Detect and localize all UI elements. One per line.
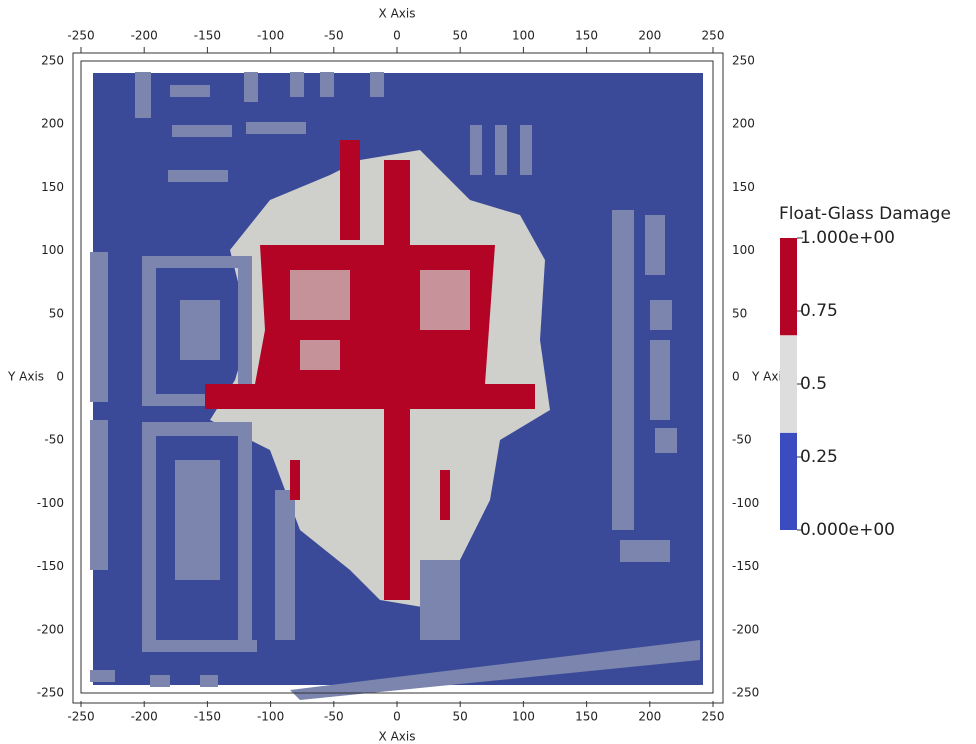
x-axis-label: X Axis: [379, 7, 416, 21]
y-tick-label: -150: [37, 559, 64, 573]
x-tick-label: -50: [324, 29, 344, 43]
colorbar-tick-label: 0.25: [800, 447, 838, 467]
x-tick-label: 50: [453, 29, 468, 43]
x-tick-label: -200: [131, 29, 158, 43]
x-tick-label: 150: [575, 29, 598, 43]
colorbar-tick-label: 1.000e+00: [800, 228, 895, 248]
y-tick-label: 100: [41, 243, 64, 257]
x-tick-label: -50: [324, 710, 344, 724]
colorbar-band: [780, 238, 797, 335]
x-tick-label: 100: [512, 29, 535, 43]
colorbar-band: [780, 335, 797, 433]
x-tick-label: 0: [393, 29, 401, 43]
y-tick-label: 0: [732, 370, 740, 384]
x-tick-label: 250: [702, 29, 725, 43]
y-tick-label: -150: [732, 559, 759, 573]
x-tick-label: 250: [702, 710, 725, 724]
x-tick-label: -150: [194, 710, 221, 724]
y-tick-label: 250: [732, 54, 755, 68]
y-tick-label: -50: [44, 433, 64, 447]
y-tick-label: 100: [732, 243, 755, 257]
y-tick-label: -100: [732, 496, 759, 510]
x-tick-label: 0: [393, 710, 401, 724]
colorbar-tick-label: 0.000e+00: [800, 520, 895, 540]
colorbar-tick-label: 0.5: [800, 374, 827, 394]
x-axis-label: X Axis: [379, 730, 416, 744]
x-tick-label: -250: [67, 710, 94, 724]
chart: X Axis X Axis Y Axis Y Axis Float-Glass …: [0, 0, 976, 744]
y-tick-label: 50: [732, 306, 747, 320]
x-tick-label: -250: [67, 29, 94, 43]
y-tick-label: -250: [732, 686, 759, 700]
colorbar-tick-label: 0.75: [800, 301, 838, 321]
y-tick-label: -250: [37, 686, 64, 700]
y-tick-label: -200: [732, 622, 759, 636]
x-tick-label: 200: [638, 29, 661, 43]
y-tick-label: 150: [732, 180, 755, 194]
y-tick-label: 250: [41, 54, 64, 68]
x-tick-label: -100: [257, 29, 284, 43]
y-tick-label: 50: [49, 306, 64, 320]
y-tick-label: -100: [37, 496, 64, 510]
colorbar-title: Float-Glass Damage: [779, 204, 951, 224]
y-tick-label: 200: [41, 117, 64, 131]
x-tick-label: -100: [257, 710, 284, 724]
y-tick-label: -50: [732, 433, 752, 447]
x-tick-label: -200: [131, 710, 158, 724]
x-tick-label: 100: [512, 710, 535, 724]
y-tick-label: 150: [41, 180, 64, 194]
map: [90, 72, 703, 700]
y-tick-label: 200: [732, 117, 755, 131]
x-tick-label: -150: [194, 29, 221, 43]
y-axis-label: Y Axis: [7, 370, 44, 384]
y-tick-label: 0: [56, 370, 64, 384]
x-tick-label: 150: [575, 710, 598, 724]
colorbar-band: [780, 433, 797, 530]
x-tick-label: 200: [638, 710, 661, 724]
x-tick-label: 50: [453, 710, 468, 724]
y-tick-label: -200: [37, 622, 64, 636]
